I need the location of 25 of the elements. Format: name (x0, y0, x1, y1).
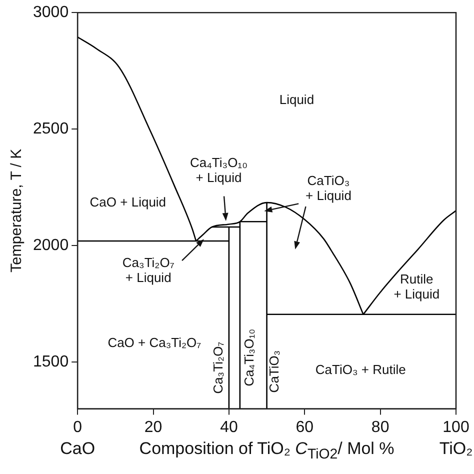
y-tick-label: 1500 (33, 354, 69, 371)
annotation: CaO + Liquid (90, 194, 166, 210)
annotation: Ca₃Ti₂O₇ (210, 341, 226, 394)
x-tick-label: 60 (296, 418, 314, 436)
x-tick-label: 40 (220, 418, 238, 436)
text: CaO (60, 438, 96, 459)
annotation: Ca₃Ti₂O₇ + Liquid (122, 254, 175, 285)
y-tick-label: 3000 (33, 4, 69, 22)
y-tick-label: 2500 (33, 120, 69, 138)
annotation: Ca₄Ti₃O₁₀ (242, 328, 257, 386)
x-tick-label: 80 (371, 418, 390, 436)
x-tick-label: 20 (144, 418, 162, 436)
annotation: CaTiO₃ + Rutile (315, 362, 406, 378)
x-tick-label: 100 (442, 418, 470, 436)
x-axis-title: Composition of TiO₂ C$_{TiO2}$/ Mol % (139, 438, 394, 462)
annotation: Ca₄Ti₃O₁₀ + Liquid (190, 155, 248, 186)
annotation: CaTiO₃ (266, 350, 282, 393)
annotation: Rutile + Liquid (394, 272, 440, 302)
annotation: CaTiO₃ + Liquid (306, 172, 352, 203)
text: TiO₂ (439, 438, 473, 459)
annotation: Liquid (279, 92, 314, 107)
y-tick-label: 2000 (33, 237, 69, 254)
y-axis-title: Temperature, T / K (8, 148, 26, 273)
x-tick-label: 0 (73, 418, 82, 436)
annotation: CaO + Ca₃Ti₂O₇ (108, 335, 202, 350)
